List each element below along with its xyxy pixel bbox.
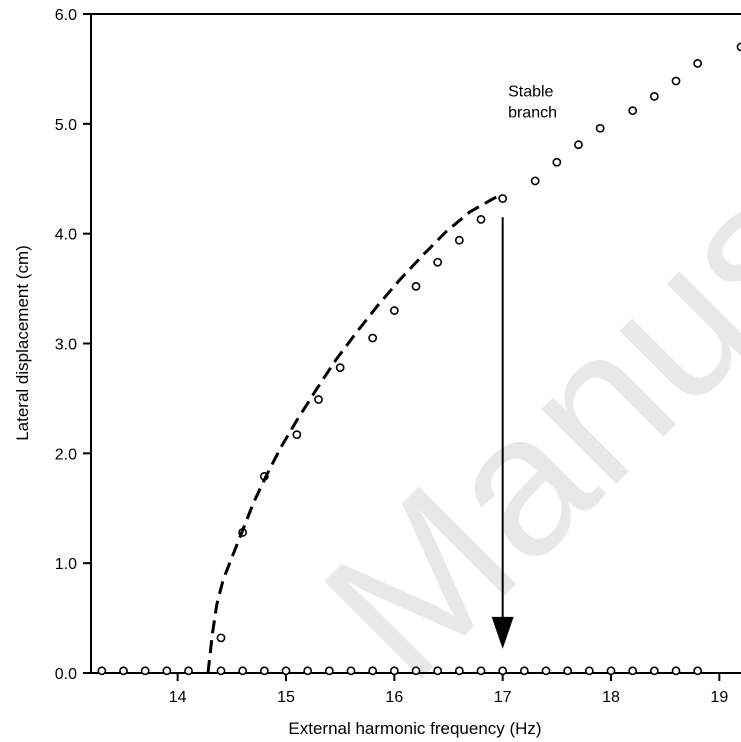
y-axis-label: Lateral displacement (cm) bbox=[13, 245, 32, 441]
data-point bbox=[606, 666, 616, 676]
data-point bbox=[476, 666, 486, 676]
data-point bbox=[314, 395, 323, 404]
data-point bbox=[292, 430, 302, 440]
x-tick-label: 16 bbox=[385, 689, 403, 706]
data-point bbox=[238, 666, 248, 676]
data-point bbox=[433, 666, 443, 676]
data-point bbox=[162, 666, 172, 676]
dashed-series-line bbox=[206, 193, 501, 674]
data-point bbox=[346, 666, 356, 676]
data-point bbox=[476, 214, 486, 224]
data-point bbox=[628, 666, 638, 676]
data-point bbox=[530, 176, 540, 186]
x-tick-label: 17 bbox=[494, 689, 512, 706]
data-point bbox=[140, 666, 150, 676]
data-point bbox=[281, 666, 291, 676]
x-tick-label: 15 bbox=[277, 689, 295, 706]
data-point bbox=[563, 666, 573, 676]
data-point bbox=[498, 194, 508, 203]
data-point bbox=[519, 666, 529, 676]
data-point bbox=[541, 666, 551, 676]
data-point bbox=[335, 363, 345, 373]
data-point bbox=[368, 666, 378, 676]
y-tick-label: 1.0 bbox=[55, 556, 77, 573]
data-point bbox=[216, 666, 226, 676]
annotation-label: Stable bbox=[508, 83, 553, 100]
y-tick-label: 6.0 bbox=[55, 7, 77, 24]
y-tick-label: 5.0 bbox=[55, 117, 77, 134]
series-layer bbox=[97, 42, 741, 676]
data-point bbox=[216, 633, 226, 643]
y-tick-label: 3.0 bbox=[55, 337, 77, 354]
data-point bbox=[584, 666, 594, 676]
data-point bbox=[671, 666, 681, 676]
arrow-head bbox=[491, 616, 514, 649]
data-point bbox=[433, 257, 443, 267]
data-point bbox=[324, 666, 334, 676]
data-point bbox=[454, 666, 464, 676]
data-point bbox=[649, 91, 659, 101]
data-point bbox=[97, 666, 107, 676]
data-point bbox=[368, 333, 378, 343]
x-tick-label: 19 bbox=[710, 689, 728, 706]
data-point bbox=[574, 140, 583, 150]
data-point bbox=[736, 42, 741, 52]
y-tick-label: 4.0 bbox=[55, 227, 77, 244]
data-point bbox=[595, 123, 605, 133]
data-point bbox=[119, 666, 128, 676]
annotation-layer: Stable branch bbox=[491, 83, 557, 649]
data-point bbox=[671, 76, 681, 86]
x-axis-label: External harmonic frequency (Hz) bbox=[288, 719, 541, 738]
data-point bbox=[693, 59, 703, 68]
data-point bbox=[628, 106, 638, 116]
watermark: Manus bbox=[283, 138, 741, 720]
y-axis-ticks: 0.0 1.0 2.0 3.0 4.0 5.0 6.0 bbox=[55, 7, 91, 683]
data-point bbox=[184, 666, 193, 676]
x-tick-label: 14 bbox=[169, 689, 187, 706]
data-point bbox=[389, 306, 399, 315]
data-point bbox=[498, 666, 508, 676]
data-point bbox=[552, 157, 562, 167]
x-tick-label: 18 bbox=[602, 689, 620, 706]
data-point bbox=[649, 666, 659, 676]
x-axis-ticks: 14 15 16 17 18 19 bbox=[169, 673, 728, 706]
data-point bbox=[411, 281, 421, 291]
data-point bbox=[259, 666, 269, 676]
data-point bbox=[693, 666, 703, 676]
data-point bbox=[454, 235, 464, 245]
y-tick-label: 0.0 bbox=[55, 666, 77, 683]
annotation-label: branch bbox=[508, 104, 557, 121]
y-tick-label: 2.0 bbox=[55, 446, 77, 463]
data-point bbox=[303, 666, 313, 676]
data-point bbox=[411, 666, 421, 676]
data-point bbox=[389, 666, 399, 676]
